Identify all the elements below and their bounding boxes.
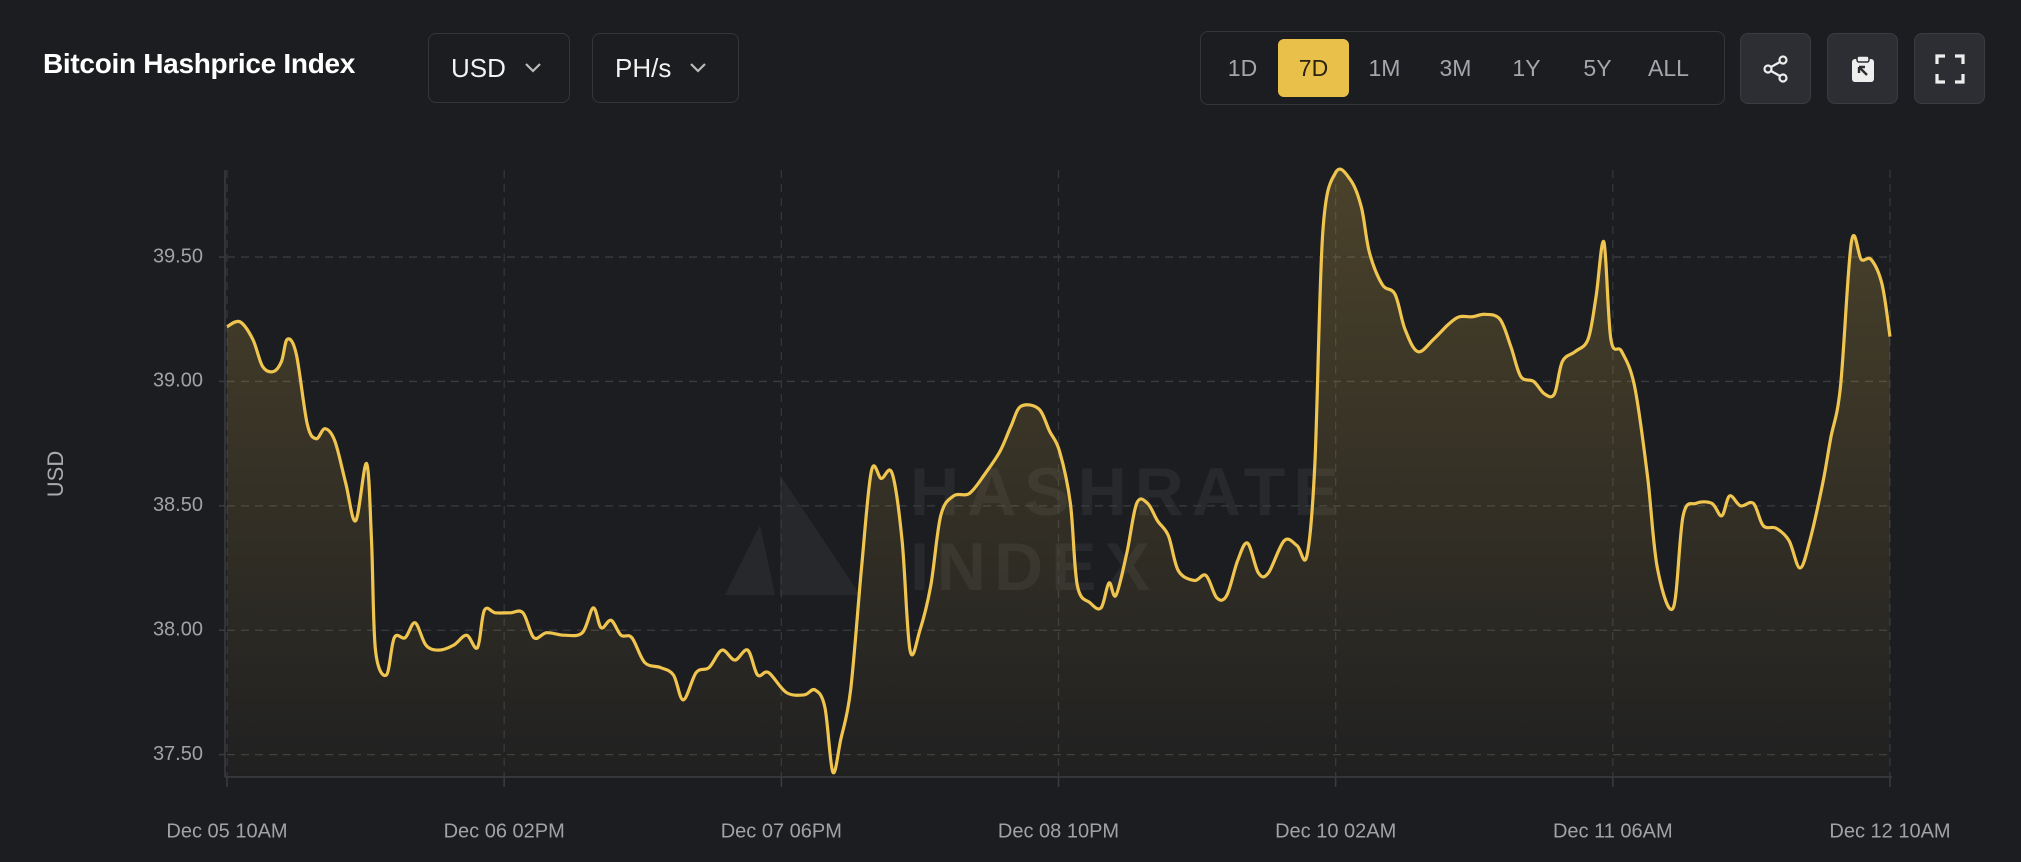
- unit-dropdown[interactable]: PH/s: [592, 33, 739, 103]
- area: [227, 169, 1890, 777]
- x-tick-label: Dec 11 06AM: [1553, 820, 1673, 842]
- share-button[interactable]: [1740, 33, 1811, 104]
- page-title: Bitcoin Hashprice Index: [43, 48, 356, 79]
- currency-dropdown[interactable]: USD: [428, 33, 570, 103]
- clipboard-icon: [1851, 54, 1874, 82]
- currency-value: USD: [451, 52, 506, 83]
- y-tick-label: 39.50: [153, 245, 203, 267]
- range-selector: 1D 7D 1M 3M 1Y 5Y ALL: [1200, 31, 1725, 105]
- range-button[interactable]: ALL: [1648, 54, 1689, 81]
- y-tick-label: 38.50: [153, 494, 203, 516]
- fullscreen-button[interactable]: [1914, 33, 1985, 104]
- x-tick-label: Dec 10 02AM: [1275, 820, 1396, 842]
- y-axis-label: USD: [43, 451, 68, 497]
- range-button[interactable]: 1M: [1368, 54, 1401, 81]
- range-button[interactable]: 1Y: [1512, 54, 1541, 81]
- x-tick-label: Dec 06 02PM: [444, 820, 565, 842]
- range-button[interactable]: 1D: [1227, 54, 1258, 81]
- x-tick-label: Dec 08 10PM: [998, 820, 1119, 842]
- x-tick-label: Dec 05 10AM: [166, 820, 287, 842]
- clipboard-button[interactable]: [1827, 33, 1898, 104]
- x-tick-label: Dec 07 06PM: [721, 820, 842, 842]
- line: [226, 167, 1892, 775]
- chevron-icon: [525, 63, 541, 73]
- unit-value: PH/s: [615, 52, 672, 83]
- y-tick-label: 39.00: [153, 370, 203, 392]
- range-button[interactable]: 3M: [1439, 54, 1472, 81]
- chevron-icon: [690, 63, 707, 73]
- range-button[interactable]: 7D: [1278, 39, 1349, 97]
- x-tick-label: Dec 12 10AM: [1829, 820, 1950, 842]
- fullscreen-icon: [1934, 53, 1965, 84]
- y-tick-label: 37.50: [153, 743, 203, 765]
- y-tick-label: 38.00: [153, 619, 203, 641]
- range-button[interactable]: 5Y: [1583, 54, 1612, 81]
- share-icon: [1762, 54, 1788, 83]
- watermark-logo: [725, 475, 860, 595]
